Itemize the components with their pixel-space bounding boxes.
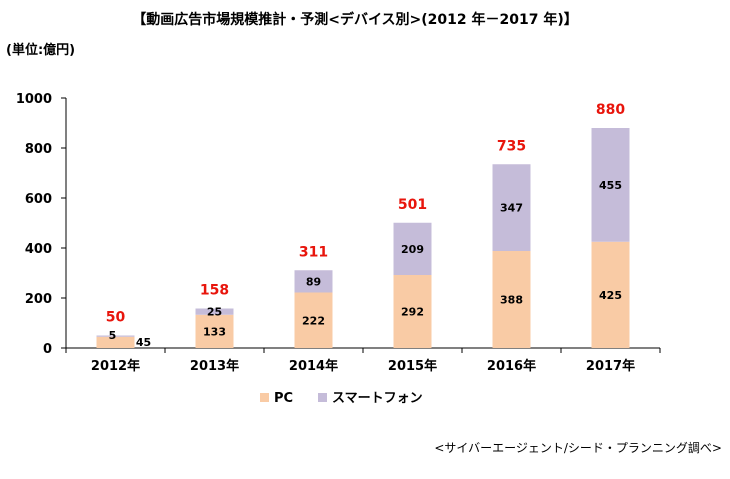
x-tick-label: 2012年 xyxy=(91,358,140,374)
data-label-pc: 292 xyxy=(401,306,424,319)
bars xyxy=(96,128,630,348)
legend-pc-swatch xyxy=(260,393,269,402)
y-tick-label: 600 xyxy=(25,192,52,207)
x-tick-label: 2016年 xyxy=(487,358,536,374)
legend-smartphone-swatch xyxy=(318,393,327,402)
bar-smartphone xyxy=(294,270,333,293)
total-label: 501 xyxy=(398,197,427,213)
bar-smartphone xyxy=(195,308,234,315)
data-label-smartphone: 347 xyxy=(500,202,523,215)
data-label-pc: 133 xyxy=(203,325,226,338)
data-label-smartphone: 25 xyxy=(207,306,222,319)
total-label: 311 xyxy=(299,244,328,260)
data-label-pc: 388 xyxy=(500,294,523,307)
x-tick-label: 2017年 xyxy=(586,358,635,374)
data-label-pc: 222 xyxy=(302,314,325,327)
bar-pc xyxy=(294,292,333,348)
bar-pc xyxy=(591,241,630,348)
total-label: 50 xyxy=(106,310,126,326)
bar-smartphone xyxy=(591,128,630,242)
bar-pc xyxy=(195,314,234,348)
data-label-smartphone: 5 xyxy=(109,329,117,342)
data-label-smartphone: 209 xyxy=(401,243,424,256)
legend: PC スマートフォン xyxy=(260,391,423,406)
labels: 4555013325158222893112922095013883477354… xyxy=(106,102,626,349)
total-label: 158 xyxy=(200,283,229,299)
y-tick-label: 800 xyxy=(25,142,52,157)
x-tick-label: 2013年 xyxy=(190,358,239,374)
legend-smartphone-label: スマートフォン xyxy=(332,391,423,406)
unit-label: (単位:億円) xyxy=(6,42,75,58)
y-tick-label: 400 xyxy=(25,242,52,257)
data-label-pc: 425 xyxy=(599,289,622,302)
data-label-smartphone: 89 xyxy=(306,275,321,288)
bar-pc xyxy=(393,275,432,348)
source-note: <サイバーエージェント/シード・プランニング調べ> xyxy=(434,441,722,455)
axes: 0 200 400 600 800 1000 2012年 2013年 2014年 2015年 201… xyxy=(16,92,661,374)
y-tick-label: 1000 xyxy=(16,92,52,107)
y-tick-label: 200 xyxy=(25,292,52,307)
total-label: 735 xyxy=(497,138,526,154)
legend-pc-label: PC xyxy=(274,391,293,406)
bar-smartphone xyxy=(393,222,432,275)
y-tick-label: 0 xyxy=(43,342,52,357)
x-tick-label: 2015年 xyxy=(388,358,437,374)
bar-smartphone xyxy=(492,164,531,251)
bar-pc xyxy=(492,251,531,348)
data-label-smartphone: 455 xyxy=(599,179,622,192)
bar-smartphone xyxy=(96,335,135,337)
bar-pc xyxy=(96,336,135,348)
x-tick-label: 2014年 xyxy=(289,358,338,374)
chart-title: 【動画広告市場規模推計・予測<デバイス別>(2012 年－2017 年)】 xyxy=(132,11,578,28)
data-label-pc: 45 xyxy=(136,336,151,349)
total-label: 880 xyxy=(596,102,625,118)
